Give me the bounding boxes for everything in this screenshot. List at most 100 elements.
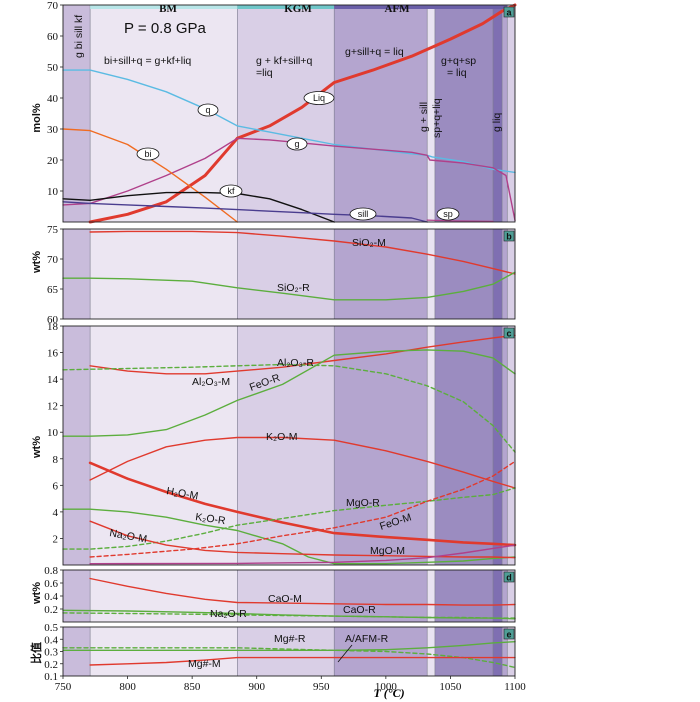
ylabel-panel-b: wt% [31,251,43,274]
series-c-h-o-m [88,461,517,547]
ytick-label-e: 0.5 [44,622,58,634]
xtick-label: 800 [119,681,136,693]
ytick-label-c: 12 [47,401,58,413]
axes: 10 20 30 40 50 60 70 a 60 65 70 75 b 2 4 6 8 10 12 14 16 18 c 0… [44,0,526,693]
series-c-feo-m [89,460,516,558]
zone-label-bm: BM [159,3,177,15]
label-na2o-r: Na₂O-R [210,608,247,620]
phase-field-e-2 [237,627,335,676]
ytick-label-c: 10 [47,427,59,439]
ytick-label-d: 0.2 [44,604,58,616]
label-mg-r: Mg#-R [274,633,306,645]
phase-field-a-8 [507,5,515,222]
phase-field-b-0 [63,229,91,319]
svg-text:bi: bi [144,149,151,159]
label-al2o3-r: Al₂O₃-R [277,357,314,369]
phase-field-backgrounds [63,5,515,676]
bubble-g: g [286,137,308,151]
label-k2o-m: K₂O-M [266,431,298,443]
label-cao-m: CaO-M [268,593,302,605]
series-c-feo-r [62,349,516,437]
ytick-label-e: 0.4 [44,634,58,646]
zone-header-band [90,5,508,9]
ytick-label-a: 60 [47,31,59,43]
phase-field-a-3 [334,5,428,222]
bubble-liq: Liq [303,91,335,105]
label-sio2-r: SiO₂-R [277,282,310,294]
phase-field-d-3 [334,570,428,622]
label-k2o-r: K₂O-R [195,511,227,527]
phase-field-b-5 [434,229,494,319]
reaction-label-g-sill: g + sill [418,102,430,132]
phase-field-b-6 [493,229,503,319]
panel-tag-c: c [506,329,511,339]
phase-field-d-6 [493,570,503,622]
series-a-sp [426,219,494,222]
phase-field-b-1 [90,229,238,319]
leader-line-a-afm [337,644,353,663]
label-mgo-r: MgO-R [346,497,380,509]
ylabel-panel-c: wt% [31,436,43,459]
phase-field-e-5 [434,627,494,676]
xtick-label: 1050 [439,681,462,693]
ytick-label-c: 2 [53,533,59,545]
reaction-label-sp-q-liq: sp+q+liq [431,98,443,138]
panel-tag-box-b [503,230,515,242]
bubble-q: q [197,103,219,117]
ytick-label-c: 18 [47,321,59,333]
ytick-label-c: 4 [53,507,59,519]
series-c-na-o-m [89,520,516,559]
phase-field-c-6 [493,326,503,565]
reaction-label-sp-2: = liq [447,67,467,79]
svg-text:Liq: Liq [313,93,325,103]
xlabel: T (°C) [373,686,404,700]
series-a-g [62,137,516,222]
svg-text:kf: kf [227,186,235,196]
zone-band-afm [334,5,508,9]
svg-text:sill: sill [358,209,369,219]
panel-tag-d: d [506,573,512,583]
ytick-label-a: 10 [47,186,59,198]
phase-field-d-8 [507,570,515,622]
phase-field-c-4 [427,326,435,565]
series-a-sill [62,201,428,223]
ytick-label-a: 20 [47,155,59,167]
label-h2o-m: H₂O-M [165,485,199,502]
phase-field-c-0 [63,326,91,565]
phase-field-a-7 [502,5,508,222]
ytick-label-c: 6 [53,480,59,492]
label-al2o3-m: Al₂O₃-M [192,376,230,388]
reaction-label-g-bi-sill-kf: g bi sill kf [73,15,85,58]
panel-tag-box-c [503,327,515,339]
ytick-label-b: 65 [47,284,59,296]
series-d-cao-m [89,577,516,606]
phase-field-a-2 [237,5,335,222]
phase-field-a-0 [63,5,91,222]
reaction-label-bm: bi+sill+q = g+kf+liq [104,55,191,67]
ytick-label-a: 30 [47,124,59,136]
series-e-mg-m [89,656,516,666]
phase-field-a-6 [493,5,503,222]
panel-frame-a [62,4,516,223]
svg-text:g: g [294,139,299,149]
bubble-bi: bi [136,147,160,161]
phase-field-e-1 [90,627,238,676]
ytick-label-a: 40 [47,93,59,105]
panel-frame-c [62,325,516,566]
panel-tag-box-e [503,628,515,640]
ytick-label-c: 16 [47,348,59,360]
panel-tag-box-d [503,571,515,583]
phase-field-c-1 [90,326,238,565]
ylabel-panel-e: 比值 [29,642,43,664]
series-b-sio-m [89,230,516,275]
phase-field-c-5 [434,326,494,565]
ylabel-panel-d: wt% [31,582,43,605]
ytick-label-b: 60 [47,314,59,326]
panel-frame-b [62,228,516,320]
reaction-label-sp-1: g+q+sp [441,55,476,67]
xtick-label: 850 [184,681,201,693]
phase-field-b-4 [427,229,435,319]
phase-field-e-4 [427,627,435,676]
label-sio2-m: SiO₂-M [352,237,386,249]
